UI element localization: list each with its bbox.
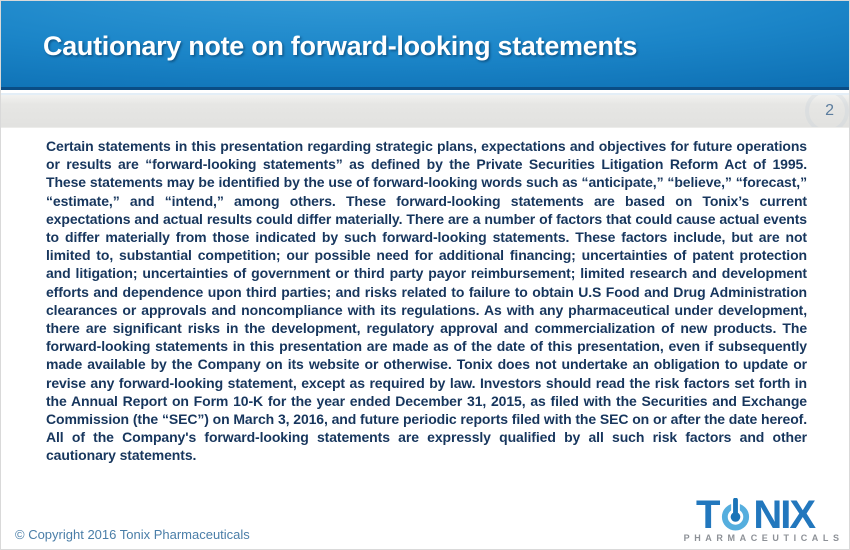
copyright-notice: © Copyright 2016 Tonix Pharmaceuticals xyxy=(15,527,250,542)
tonix-logo: T NIX PHARMACEUTICALS xyxy=(679,493,844,543)
tonix-logo-wordmark: T NIX xyxy=(679,493,831,537)
logo-letters-nix: NIX xyxy=(753,493,816,537)
slide-header: Cautionary note on forward-looking state… xyxy=(1,1,849,90)
power-button-o-icon xyxy=(722,498,750,531)
logo-letter-t: T xyxy=(695,493,720,537)
page-number-band: 2 xyxy=(1,93,849,128)
page-number: 2 xyxy=(825,102,834,119)
band-flourish-decoration xyxy=(805,95,849,127)
logo-subtitle: PHARMACEUTICALS xyxy=(683,533,844,543)
forward-looking-statements-paragraph: Certain statements in this presentation … xyxy=(46,138,807,464)
page-title: Cautionary note on forward-looking state… xyxy=(43,31,638,61)
